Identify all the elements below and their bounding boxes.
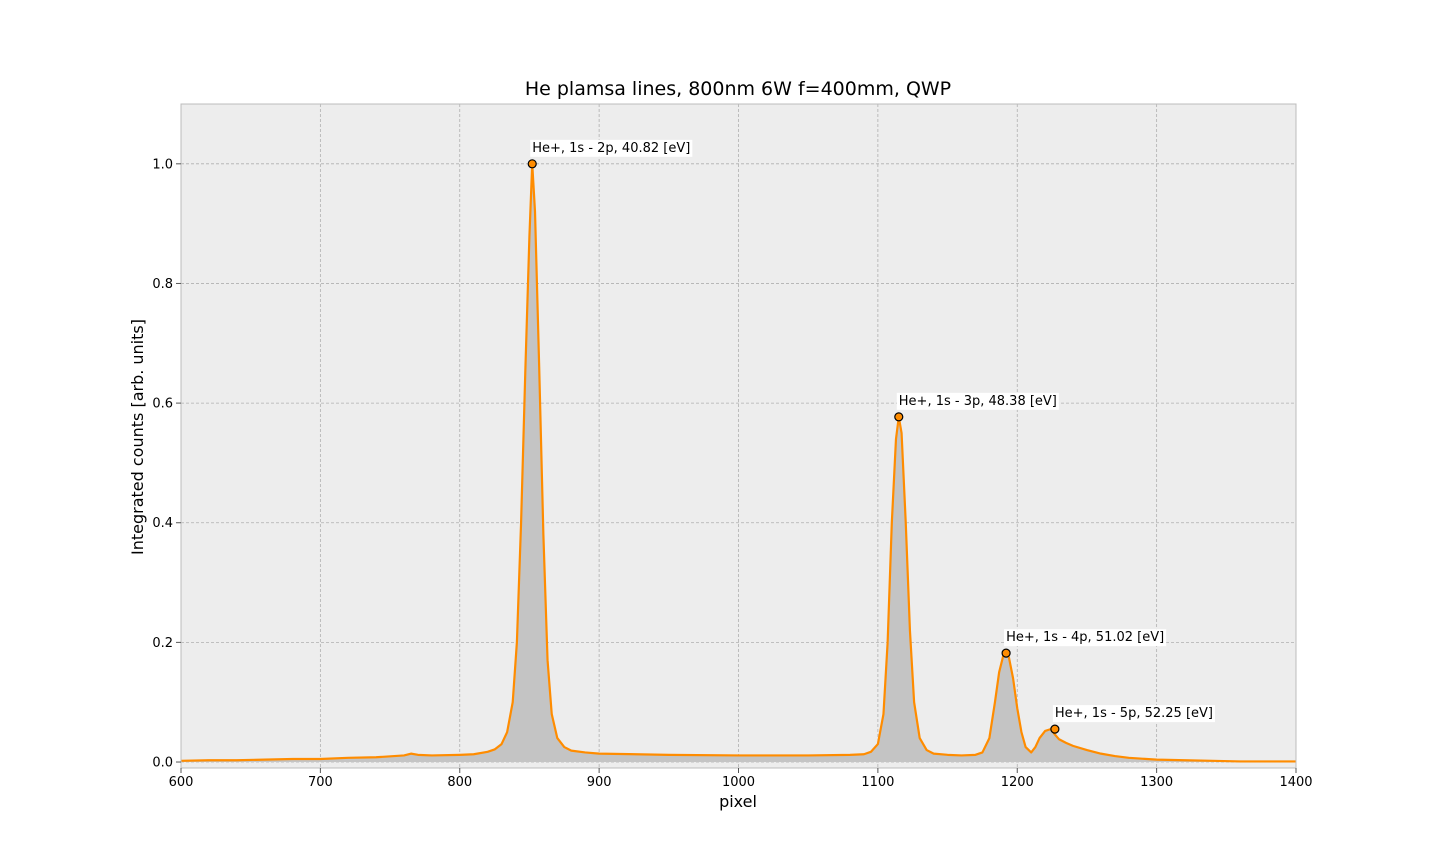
y-axis-ticks: 0.0 0.2 0.4 0.6 0.8 1.0 xyxy=(152,157,181,771)
peak-annotation: He+, 1s - 4p, 51.02 [eV] xyxy=(1001,629,1167,658)
y-tick-label: 0.4 xyxy=(152,516,173,531)
peak-annotation: He+, 1s - 5p, 52.25 [eV] xyxy=(1050,705,1215,734)
annotation-label: He+, 1s - 2p, 40.82 [eV] xyxy=(532,141,690,156)
x-tick-label: 600 xyxy=(169,775,194,790)
peak-annotation: He+, 1s - 2p, 40.82 [eV] xyxy=(527,139,693,169)
y-tick-label: 0.2 xyxy=(152,636,173,651)
peak-marker xyxy=(1050,724,1060,734)
peak-annotations: He+, 1s - 2p, 40.82 [eV] He+, 1s - 3p, 48… xyxy=(527,139,1215,734)
chart-title: He plamsa lines, 800nm 6W f=400mm, QWP xyxy=(525,78,951,100)
x-tick-label: 1300 xyxy=(1140,775,1173,790)
y-tick-label: 0.8 xyxy=(152,277,173,292)
peak-marker xyxy=(527,159,537,169)
annotation-label: He+, 1s - 5p, 52.25 [eV] xyxy=(1055,706,1213,721)
y-axis-label: Integrated counts [arb. units] xyxy=(128,319,147,555)
annotation-box xyxy=(1004,629,1167,647)
y-tick-label: 0.0 xyxy=(152,756,173,771)
x-axis-ticks: 600 700 800 900 1000 1100 1200 1300 1400 xyxy=(169,768,1313,790)
x-axis-label: pixel xyxy=(719,792,757,811)
annotation-label: He+, 1s - 4p, 51.02 [eV] xyxy=(1006,630,1164,645)
y-tick-label: 1.0 xyxy=(152,157,173,172)
y-tick-label: 0.6 xyxy=(152,397,173,412)
x-tick-label: 900 xyxy=(587,775,612,790)
peak-marker xyxy=(1001,648,1011,658)
series-line xyxy=(180,162,1296,763)
x-tick-label: 1200 xyxy=(1001,775,1034,790)
x-tick-label: 800 xyxy=(447,775,472,790)
peak-marker xyxy=(894,412,904,422)
x-tick-label: 1000 xyxy=(722,775,755,790)
grid-lines xyxy=(181,104,1296,768)
annotation-box xyxy=(896,392,1059,410)
x-tick-label: 700 xyxy=(308,775,333,790)
peak-annotation: He+, 1s - 3p, 48.38 [eV] xyxy=(894,392,1059,422)
annotation-box xyxy=(530,139,693,157)
x-tick-label: 1400 xyxy=(1279,775,1312,790)
annotation-label: He+, 1s - 3p, 48.38 [eV] xyxy=(899,394,1057,409)
annotation-box xyxy=(1052,705,1215,723)
x-tick-label: 1100 xyxy=(861,775,894,790)
